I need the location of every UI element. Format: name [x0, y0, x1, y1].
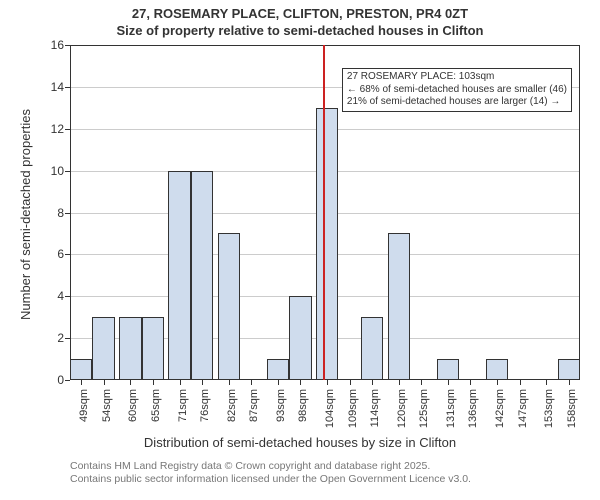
x-tick-mark [497, 380, 498, 385]
bar [168, 171, 190, 380]
bar [486, 359, 508, 380]
x-tick-label: 109sqm [347, 389, 359, 439]
bar [92, 317, 114, 380]
x-tick-label: 87sqm [248, 389, 260, 439]
annotation-line2: ← 68% of semi-detached houses are smalle… [347, 84, 567, 97]
x-tick-mark [372, 380, 373, 385]
x-tick-mark [104, 380, 105, 385]
x-tick-mark [569, 380, 570, 385]
x-tick-label: 65sqm [150, 389, 162, 439]
y-tick-mark [65, 213, 70, 214]
y-tick-mark [65, 254, 70, 255]
y-tick-mark [65, 380, 70, 381]
footer-line1: Contains HM Land Registry data © Crown c… [70, 460, 471, 473]
y-tick-mark [65, 171, 70, 172]
x-tick-mark [546, 380, 547, 385]
y-tick-label: 4 [0, 289, 64, 303]
y-tick-label: 8 [0, 206, 64, 220]
bar [267, 359, 289, 380]
x-tick-label: 49sqm [78, 389, 90, 439]
bar [316, 108, 338, 380]
x-tick-mark [350, 380, 351, 385]
bar [437, 359, 459, 380]
plot-area: 27 ROSEMARY PLACE: 103sqm ← 68% of semi-… [70, 45, 580, 380]
x-tick-mark [421, 380, 422, 385]
x-tick-label: 76sqm [199, 389, 211, 439]
x-tick-label: 120sqm [396, 389, 408, 439]
x-tick-label: 131sqm [445, 389, 457, 439]
x-tick-label: 125sqm [418, 389, 430, 439]
y-tick-label: 10 [0, 164, 64, 178]
y-tick-label: 14 [0, 80, 64, 94]
y-tick-label: 12 [0, 122, 64, 136]
x-tick-label: 98sqm [297, 389, 309, 439]
chart-title-line2: Size of property relative to semi-detach… [0, 23, 600, 38]
x-tick-label: 142sqm [494, 389, 506, 439]
x-tick-label: 158sqm [566, 389, 578, 439]
bar [361, 317, 383, 380]
x-tick-mark [202, 380, 203, 385]
x-tick-mark [278, 380, 279, 385]
x-tick-mark [470, 380, 471, 385]
x-axis-title: Distribution of semi-detached houses by … [0, 435, 600, 450]
bar [142, 317, 164, 380]
bar [388, 233, 410, 380]
x-tick-mark [251, 380, 252, 385]
chart-title-line1: 27, ROSEMARY PLACE, CLIFTON, PRESTON, PR… [0, 6, 600, 21]
x-tick-label: 54sqm [101, 389, 113, 439]
y-tick-mark [65, 129, 70, 130]
y-tick-label: 0 [0, 373, 64, 387]
x-tick-label: 93sqm [275, 389, 287, 439]
x-tick-mark [153, 380, 154, 385]
footer: Contains HM Land Registry data © Crown c… [70, 460, 471, 486]
annotation-line3: 21% of semi-detached houses are larger (… [347, 96, 567, 109]
x-tick-mark [229, 380, 230, 385]
x-tick-label: 71sqm [177, 389, 189, 439]
x-tick-mark [399, 380, 400, 385]
footer-line2: Contains public sector information licen… [70, 473, 471, 486]
y-tick-label: 16 [0, 38, 64, 52]
x-tick-label: 114sqm [369, 389, 381, 439]
bar [70, 359, 92, 380]
bar [289, 296, 311, 380]
x-tick-label: 60sqm [127, 389, 139, 439]
x-tick-mark [130, 380, 131, 385]
x-tick-mark [180, 380, 181, 385]
reference-line [323, 45, 325, 380]
y-tick-mark [65, 296, 70, 297]
y-tick-mark [65, 338, 70, 339]
bar [218, 233, 240, 380]
x-tick-mark [81, 380, 82, 385]
x-tick-label: 104sqm [324, 389, 336, 439]
y-tick-mark [65, 87, 70, 88]
x-tick-label: 82sqm [226, 389, 238, 439]
bar [119, 317, 141, 380]
x-tick-mark [327, 380, 328, 385]
x-tick-label: 147sqm [517, 389, 529, 439]
annotation-line1: 27 ROSEMARY PLACE: 103sqm [347, 71, 567, 84]
y-tick-label: 6 [0, 247, 64, 261]
annotation-box: 27 ROSEMARY PLACE: 103sqm ← 68% of semi-… [342, 68, 572, 112]
x-tick-label: 136sqm [467, 389, 479, 439]
bar [191, 171, 213, 380]
bar [558, 359, 580, 380]
x-tick-label: 153sqm [543, 389, 555, 439]
x-tick-mark [448, 380, 449, 385]
y-tick-mark [65, 45, 70, 46]
x-tick-mark [300, 380, 301, 385]
y-tick-label: 2 [0, 331, 64, 345]
x-tick-mark [520, 380, 521, 385]
